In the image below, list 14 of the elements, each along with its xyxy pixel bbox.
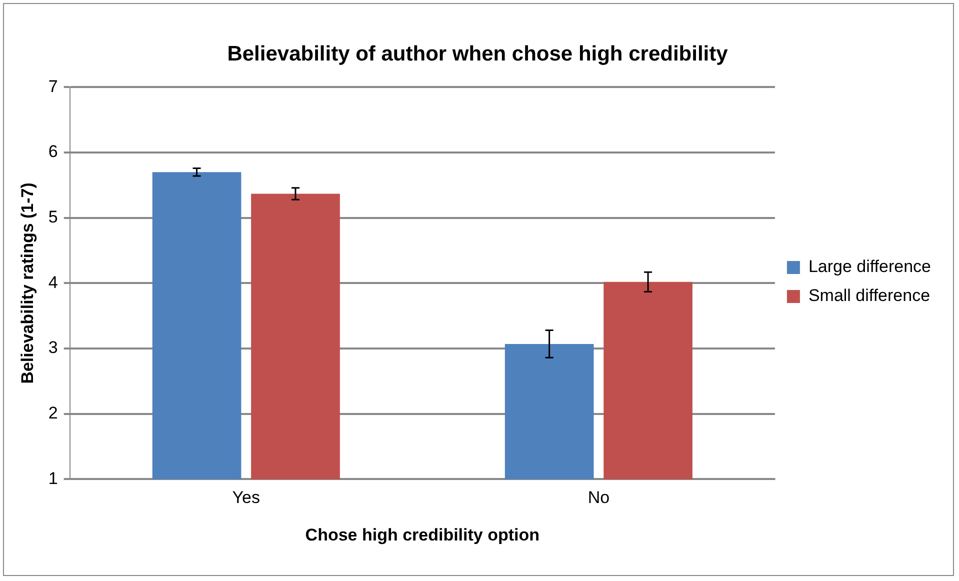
y-tick-label: 7 (48, 76, 58, 96)
x-tick-label: No (588, 488, 610, 508)
x-axis-title: Chose high credibility option (305, 525, 540, 544)
y-axis-title: Believability ratings (1-7) (18, 182, 37, 384)
x-tick-label: Yes (232, 488, 260, 508)
y-tick-label: 5 (48, 208, 58, 227)
legend-label: Small difference (808, 286, 930, 306)
legend-label: Large difference (808, 257, 932, 276)
y-tick-label: 1 (48, 468, 58, 488)
chart-title: Believability of author when chose high credibility (227, 42, 728, 66)
y-tick-label: 2 (48, 404, 58, 423)
y-tick-label: 4 (48, 272, 58, 292)
y-tick-label: 6 (48, 142, 58, 162)
y-tick-label: 3 (48, 338, 58, 358)
